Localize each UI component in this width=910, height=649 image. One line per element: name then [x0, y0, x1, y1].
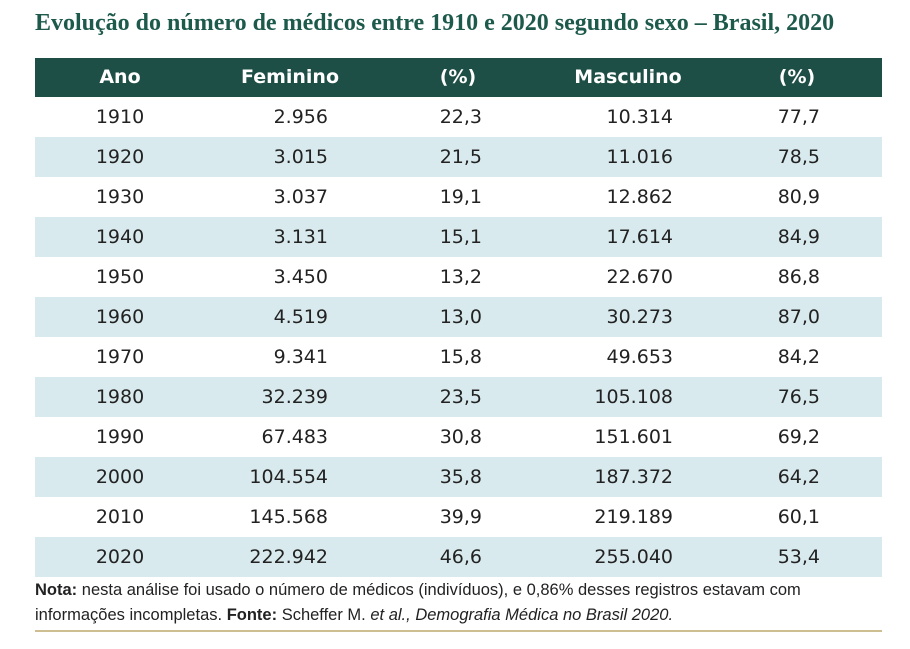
- table-cell: 12.862: [606, 186, 673, 208]
- table-cell: 78,5: [777, 146, 820, 168]
- table-cell: 1940: [95, 226, 145, 248]
- table-cell: 84,9: [777, 226, 820, 248]
- table-cell: 35,8: [439, 466, 482, 488]
- table-cell: 2010: [95, 506, 145, 528]
- table-cell: 46,6: [439, 546, 482, 568]
- table-header: Ano Feminino (%) Masculino (%): [35, 58, 882, 97]
- table-cell: 1970: [95, 346, 145, 368]
- table-cell: 1990: [95, 426, 145, 448]
- column-header: Masculino: [574, 66, 682, 88]
- column-header: Feminino: [240, 66, 340, 88]
- table-cell: 76,5: [777, 386, 820, 408]
- table-cell: 22.670: [606, 266, 673, 288]
- table-cell: 22,3: [439, 106, 482, 128]
- table-cell: 32.239: [261, 386, 328, 408]
- table-cell: 1980: [95, 386, 145, 408]
- table-cell: 53,4: [777, 546, 820, 568]
- table-row: 1970 9.341 15,8 49.653 84,2: [35, 337, 882, 377]
- footnote: Nota: nesta análise foi usado o número d…: [35, 578, 890, 628]
- table-cell: 2.956: [273, 106, 328, 128]
- table-cell: 3.450: [273, 266, 328, 288]
- table-cell: 145.568: [249, 506, 328, 528]
- table-cell: 13,2: [439, 266, 482, 288]
- table-cell: 60,1: [777, 506, 820, 528]
- bottom-rule: [35, 630, 882, 632]
- table-cell: 64,2: [777, 466, 820, 488]
- table-cell: 1920: [95, 146, 145, 168]
- table-cell: 104.554: [249, 466, 328, 488]
- table-cell: 15,1: [439, 226, 482, 248]
- note-text: nesta análise foi usado o número de médi…: [35, 581, 801, 624]
- note-label: Nota:: [35, 581, 78, 599]
- title: Evolução do número de médicos entre 1910…: [35, 10, 835, 36]
- table-cell: 219.189: [594, 506, 673, 528]
- table-cell: 1910: [95, 106, 145, 128]
- source-label: Fonte:: [226, 606, 278, 624]
- table-cell: 3.015: [273, 146, 328, 168]
- table-cell: 13,0: [439, 306, 482, 328]
- source-work: Demografia Médica no Brasil 2020.: [415, 606, 674, 624]
- table-cell: 77,7: [777, 106, 820, 128]
- table-cell: 105.108: [594, 386, 673, 408]
- table-row: 2020 222.942 46,6 255.040 53,4: [35, 537, 882, 577]
- table-cell: 39,9: [439, 506, 482, 528]
- table-row: 1980 32.239 23,5 105.108 76,5: [35, 377, 882, 417]
- table-cell: 19,1: [439, 186, 482, 208]
- table-row: 1910 2.956 22,3 10.314 77,7: [35, 97, 882, 137]
- column-header: (%): [439, 66, 477, 88]
- source-author: Scheffer M.: [281, 606, 366, 624]
- column-header: Ano: [99, 66, 141, 88]
- table-cell: 23,5: [439, 386, 482, 408]
- table-cell: 10.314: [606, 106, 673, 128]
- table-cell: 87,0: [777, 306, 820, 328]
- table-row: 1940 3.131 15,1 17.614 84,9: [35, 217, 882, 257]
- table-cell: 84,2: [777, 346, 820, 368]
- table-row: 1920 3.015 21,5 11.016 78,5: [35, 137, 882, 177]
- table-cell: 49.653: [606, 346, 673, 368]
- table-cell: 30,8: [439, 426, 482, 448]
- table-row: 1930 3.037 19,1 12.862 80,9: [35, 177, 882, 217]
- table-row: 2000 104.554 35,8 187.372 64,2: [35, 457, 882, 497]
- table-cell: 86,8: [777, 266, 820, 288]
- table-cell: 222.942: [249, 546, 328, 568]
- table-cell: 21,5: [439, 146, 482, 168]
- table-cell: 30.273: [606, 306, 673, 328]
- table-cell: 4.519: [273, 306, 328, 328]
- table-cell: 11.016: [606, 146, 673, 168]
- table-cell: 187.372: [594, 466, 673, 488]
- table-cell: 1930: [95, 186, 145, 208]
- column-header: (%): [778, 66, 816, 88]
- table-cell: 2000: [95, 466, 145, 488]
- table-cell: 2020: [95, 546, 145, 568]
- table-cell: 151.601: [594, 426, 673, 448]
- table-cell: 3.131: [273, 226, 328, 248]
- table-cell: 1950: [95, 266, 145, 288]
- table-cell: 9.341: [273, 346, 328, 368]
- table-cell: 69,2: [777, 426, 820, 448]
- table-cell: 80,9: [777, 186, 820, 208]
- source-etal: et al.,: [370, 606, 411, 624]
- table-cell: 15,8: [439, 346, 482, 368]
- table-row: 1990 67.483 30,8 151.601 69,2: [35, 417, 882, 457]
- table-cell: 255.040: [594, 546, 673, 568]
- table-cell: 17.614: [606, 226, 673, 248]
- table-cell: 67.483: [261, 426, 328, 448]
- table-row: 2010 145.568 39,9 219.189 60,1: [35, 497, 882, 537]
- table-cell: 3.037: [273, 186, 328, 208]
- table-row: 1950 3.450 13,2 22.670 86,8: [35, 257, 882, 297]
- table-row: 1960 4.519 13,0 30.273 87,0: [35, 297, 882, 337]
- table-cell: 1960: [95, 306, 145, 328]
